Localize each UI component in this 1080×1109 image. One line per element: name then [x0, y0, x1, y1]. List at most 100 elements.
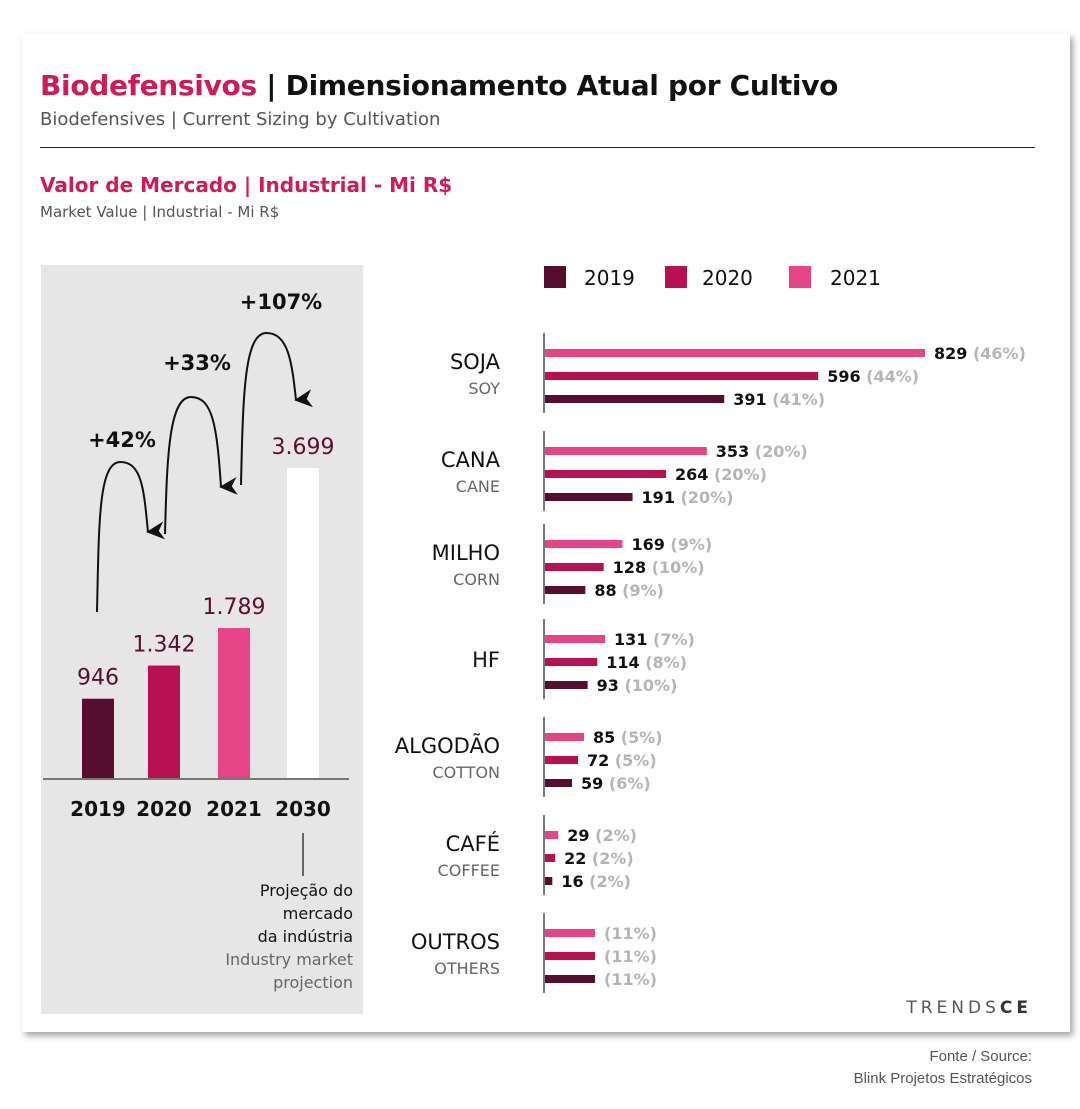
crop-bar-label: 29 (2%) — [567, 826, 637, 845]
crop-share: (5%) — [621, 728, 663, 747]
section-subtitle: Market Value | Industrial - Mi R$ — [40, 203, 280, 221]
crop-bar-2020 — [545, 470, 667, 478]
crop-share: (7%) — [653, 630, 695, 649]
category-label-pt: ALGODÃO — [395, 732, 500, 758]
crop-value: 264 — [675, 465, 714, 484]
category-label-pt: CAFÉ — [446, 831, 500, 856]
crop-bar-2021 — [545, 733, 584, 741]
crop-share: (10%) — [652, 558, 705, 577]
legend-label-2021: 2021 — [830, 266, 881, 290]
legend-swatch-2019 — [544, 266, 566, 288]
category-label-en: OTHERS — [434, 959, 500, 978]
crop-bar-2020 — [545, 952, 595, 960]
projection-note: Projeção do mercado da indústria Industr… — [41, 879, 353, 994]
infographic-card: Biodefensivos | Dimensionamento Atual po… — [22, 33, 1070, 1032]
crop-share: (20%) — [681, 488, 734, 507]
crop-value: 596 — [827, 367, 866, 386]
market-value-label: 1.342 — [133, 633, 196, 658]
year-label: 2030 — [275, 797, 331, 821]
crop-bar-2019 — [545, 877, 553, 885]
crop-bar-2020 — [545, 563, 604, 571]
market-value-label: 1.789 — [203, 595, 266, 620]
crop-share: (8%) — [645, 653, 687, 672]
market-value-label: 946 — [77, 666, 119, 691]
crop-value: 128 — [613, 558, 652, 577]
crop-bar-label: 128 (10%) — [613, 558, 705, 577]
crop-bar-label: 131 (7%) — [614, 630, 695, 649]
growth-arrow — [240, 331, 314, 486]
category-label-pt: CANA — [441, 448, 501, 472]
crop-share: (46%) — [973, 344, 1026, 363]
crop-bar-2021 — [545, 349, 925, 357]
crop-bar-label: 88 (9%) — [594, 581, 664, 600]
logo-text-light: TRENDS — [906, 998, 1000, 1018]
crop-share: (10%) — [624, 676, 677, 695]
page-title: Biodefensivos | Dimensionamento Atual po… — [40, 69, 838, 102]
crop-value: 391 — [733, 390, 772, 409]
crop-share: (5%) — [615, 751, 657, 770]
category-label-pt: OUTROS — [411, 930, 500, 954]
crop-bar-label: 114 (8%) — [606, 653, 687, 672]
crop-bar-label: 93 (10%) — [597, 676, 678, 695]
crop-bar-2021 — [545, 447, 707, 455]
market-bar-2030 — [287, 468, 319, 778]
market-value-chart: 946 2019 1.342 2020 1.789 2021 3.699 2030 +42% +3… — [43, 290, 349, 876]
crop-bar-label: 829 (46%) — [934, 344, 1026, 363]
crop-value: 22 — [564, 849, 592, 868]
crop-share: (6%) — [609, 774, 651, 793]
crop-share: (9%) — [670, 535, 712, 554]
crop-value: 59 — [581, 774, 609, 793]
crop-share: (44%) — [866, 367, 919, 386]
crop-bar-2021 — [545, 831, 559, 839]
logo-text-bold: CE — [999, 998, 1032, 1018]
crop-value: 88 — [594, 581, 622, 600]
crop-bar-2021 — [545, 540, 623, 548]
crop-value: 16 — [561, 872, 589, 891]
crop-bar-2019 — [545, 586, 586, 594]
page-subtitle: Biodefensives | Current Sizing by Cultiv… — [40, 109, 441, 130]
crop-share: (11%) — [604, 970, 657, 989]
crop-bar-2019 — [545, 681, 588, 689]
crop-value: 829 — [934, 344, 973, 363]
year-label: 2021 — [206, 797, 262, 821]
crop-share: (2%) — [589, 872, 631, 891]
crop-bar-label: (11%) — [604, 924, 657, 943]
section-title: Valor de Mercado | Industrial - Mi R$ — [40, 173, 453, 197]
market-value-label: 3.699 — [272, 435, 335, 460]
crop-bar-label: 391 (41%) — [733, 390, 825, 409]
crop-bar-label: 85 (5%) — [593, 728, 663, 747]
trendsce-logo: TRENDSCE — [906, 998, 1032, 1018]
crop-bar-2020 — [545, 372, 819, 380]
crop-bar-2021 — [545, 929, 595, 937]
source-note: Fonte / Source: Blink Projetos Estratégi… — [854, 1046, 1032, 1090]
crop-share: (20%) — [714, 465, 767, 484]
crop-bar-2020 — [545, 854, 556, 862]
crop-value: 29 — [567, 826, 595, 845]
legend-swatch-2021 — [789, 266, 811, 288]
growth-arrow — [164, 395, 238, 535]
growth-label: +33% — [163, 351, 231, 375]
category-label-en: COFFEE — [438, 861, 500, 880]
projection-en-line: projection — [273, 973, 353, 992]
crop-bar-label: 264 (20%) — [675, 465, 767, 484]
year-label: 2019 — [70, 797, 126, 821]
crop-bar-2019 — [545, 493, 633, 501]
crop-value: 191 — [642, 488, 681, 507]
crop-bar-label: 16 (2%) — [561, 872, 631, 891]
crop-value: 353 — [716, 442, 755, 461]
crop-bar-label: 353 (20%) — [716, 442, 808, 461]
market-bar-2020 — [148, 665, 180, 778]
projection-pt-line: mercado — [282, 904, 353, 923]
crop-value: 169 — [631, 535, 670, 554]
crop-bar-2020 — [545, 658, 598, 666]
legend-swatch-2020 — [665, 266, 687, 288]
crop-share: (11%) — [604, 924, 657, 943]
crop-bar-2019 — [545, 779, 573, 787]
projection-en-line: Industry market — [225, 950, 353, 969]
growth-label: +107% — [240, 290, 322, 314]
crop-value: 85 — [593, 728, 621, 747]
crop-bar-label: 169 (9%) — [631, 535, 712, 554]
crop-share: (2%) — [592, 849, 634, 868]
crop-share: (11%) — [604, 947, 657, 966]
